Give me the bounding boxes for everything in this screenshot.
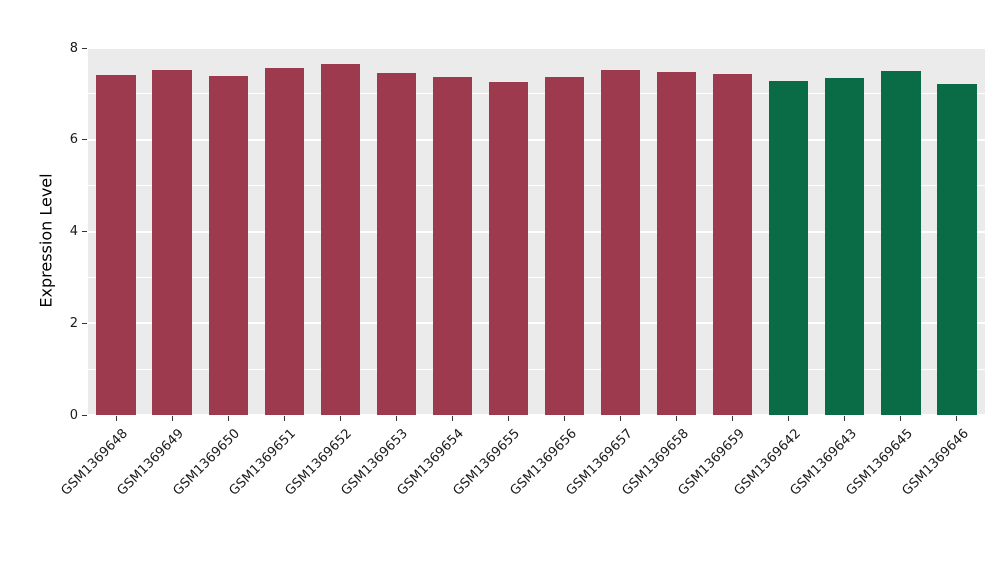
bar-GSM1369646 — [937, 84, 977, 415]
gridline-minor — [88, 185, 985, 187]
x-tick-mark — [339, 416, 341, 421]
y-tick-label: 0 — [69, 407, 78, 423]
bar-GSM1369643 — [825, 78, 865, 415]
bar-GSM1369654 — [432, 76, 473, 415]
x-tick-mark — [676, 416, 678, 421]
gridline-minor — [88, 93, 985, 95]
gridline-major — [88, 138, 985, 141]
x-tick-mark — [283, 416, 285, 421]
x-tick-mark — [620, 416, 622, 421]
x-tick-mark — [507, 416, 509, 421]
bar-GSM1369645 — [881, 70, 921, 415]
x-tick-mark — [732, 416, 734, 421]
y-tick-mark — [82, 322, 87, 324]
y-tick-label: 8 — [69, 40, 78, 56]
y-tick-label: 2 — [69, 315, 78, 331]
chart-panel — [88, 47, 985, 416]
bar-GSM1369648 — [96, 74, 136, 415]
y-axis-title: Expression Level — [36, 173, 56, 308]
bar-GSM1369653 — [376, 73, 416, 415]
y-tick-mark — [82, 414, 87, 416]
bar-GSM1369652 — [320, 64, 360, 415]
x-tick-mark — [788, 416, 790, 421]
y-tick-mark — [82, 47, 87, 49]
gridline-minor — [88, 368, 985, 370]
x-tick-mark — [900, 416, 902, 421]
bar-GSM1369656 — [544, 76, 585, 415]
bar-GSM1369659 — [713, 74, 753, 415]
x-tick-mark — [171, 416, 173, 421]
y-tick-mark — [82, 139, 87, 141]
y-tick-label: 6 — [69, 132, 78, 148]
x-tick-mark — [564, 416, 566, 421]
bar-GSM1369655 — [488, 81, 529, 415]
bar-GSM1369658 — [657, 71, 697, 415]
bar-GSM1369642 — [769, 81, 809, 415]
gridline-major — [88, 230, 985, 233]
x-tick-mark — [227, 416, 229, 421]
x-tick-mark — [451, 416, 453, 421]
gridline-minor — [88, 276, 985, 278]
y-tick-mark — [82, 231, 87, 232]
gridline-major — [88, 47, 985, 49]
x-tick-mark — [844, 416, 846, 421]
x-tick-mark — [395, 416, 397, 421]
bar-GSM1369649 — [152, 70, 192, 415]
gridline-major — [88, 414, 985, 416]
bar-GSM1369651 — [264, 68, 304, 415]
gridline-major — [88, 322, 985, 325]
x-tick-mark — [956, 416, 958, 421]
bar-GSM1369657 — [600, 69, 641, 415]
bar-GSM1369650 — [208, 75, 248, 415]
y-tick-label: 4 — [69, 224, 78, 239]
x-tick-mark — [115, 416, 117, 421]
